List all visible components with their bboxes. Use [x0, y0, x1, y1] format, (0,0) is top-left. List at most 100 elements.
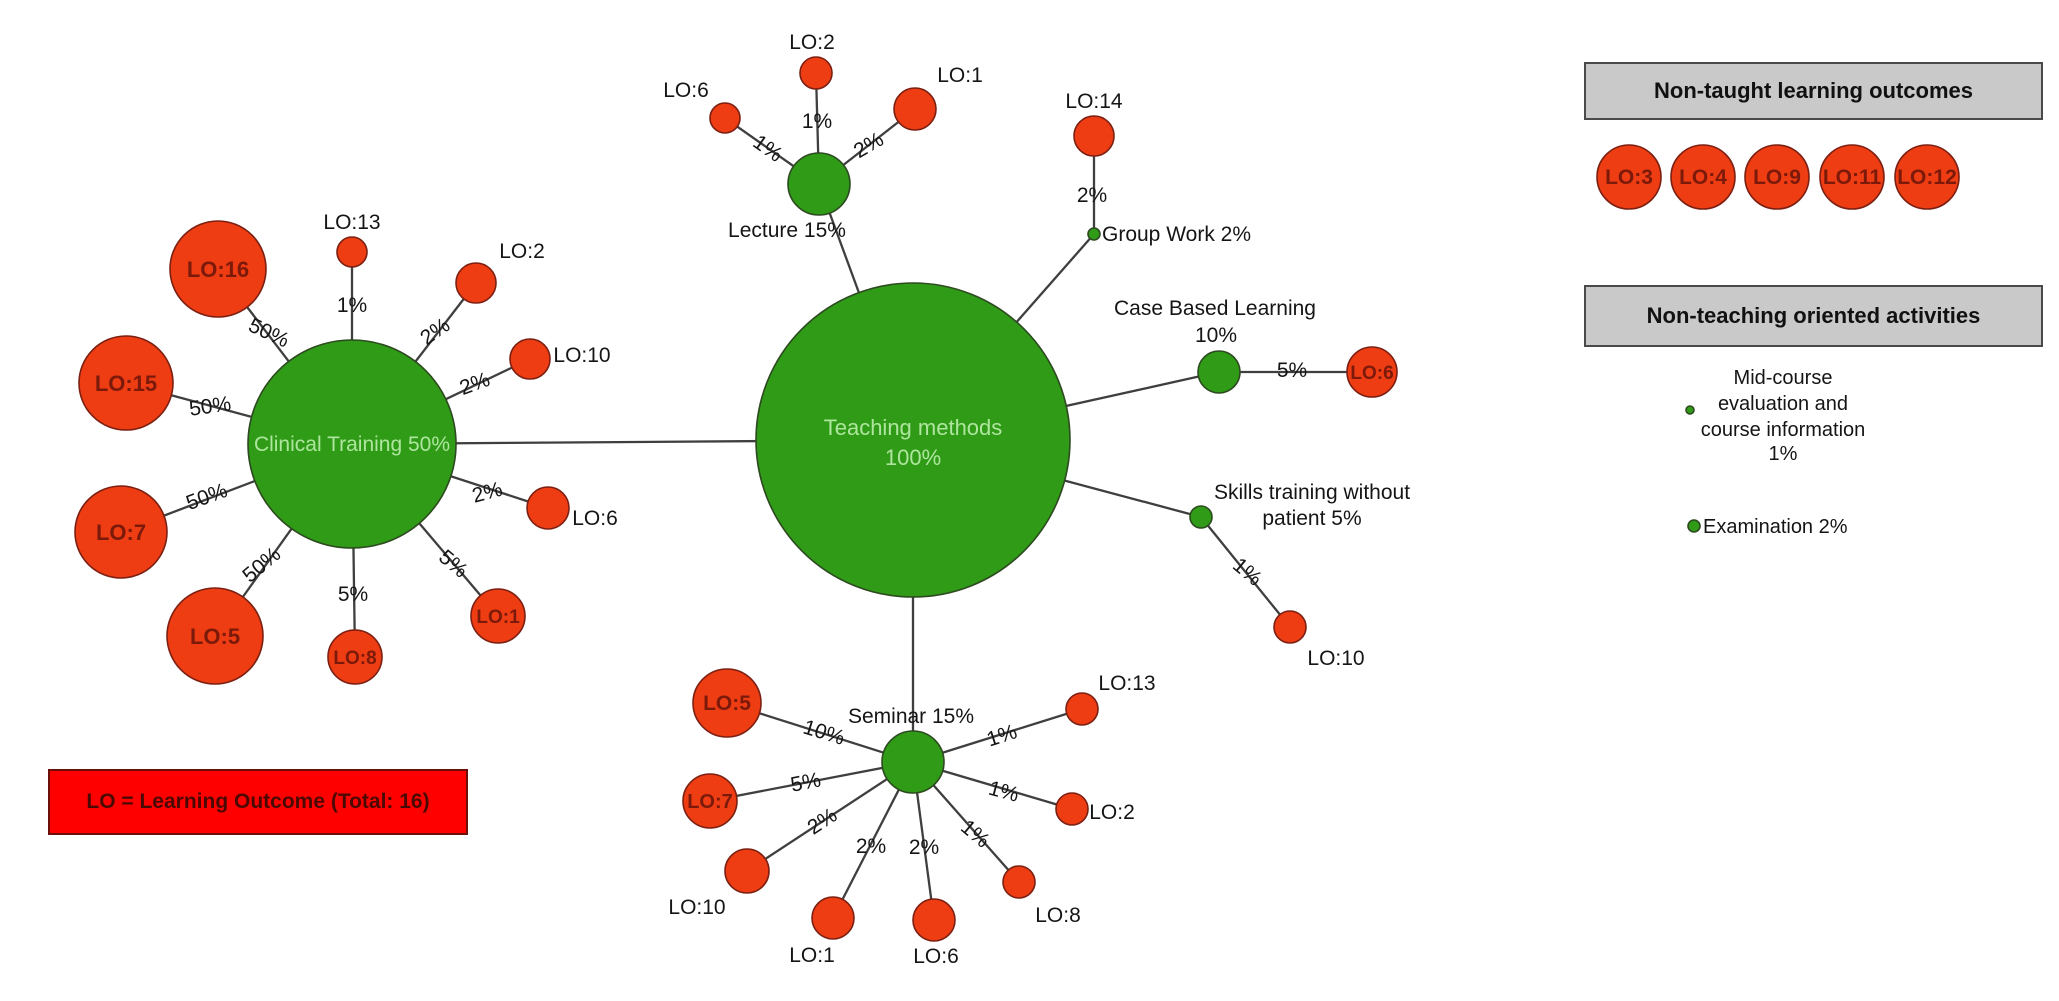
edge-clinical-cl-lo13-percent-label: 1% — [337, 294, 367, 317]
node-sem-lo5-circle — [692, 668, 762, 738]
node-sem-lo13-circle — [1065, 692, 1099, 726]
node-cl-lo6-label: LO:6 — [572, 507, 618, 530]
node-sem-lo5-label: LO:5 — [703, 692, 751, 715]
edge-seminar-sem-lo1-percent-label: 2% — [856, 835, 886, 858]
edge-clinical-cl-lo5-percent-label: 50% — [238, 543, 285, 588]
node-lec-lo1-circle — [893, 87, 937, 131]
edge-seminar-sem-lo5-percent-label: 10% — [800, 716, 847, 750]
edge-groupwork-gw-lo14-percent-label: 2% — [1077, 184, 1107, 207]
edge-seminar-sem-lo2-percent-label: 1% — [986, 777, 1021, 807]
node-seminar-circle — [881, 730, 945, 794]
node-midcourse-label-line1: Mid-course — [1734, 367, 1833, 389]
node-nt-lo3-label: LO:3 — [1605, 166, 1653, 189]
node-sem-lo8-label: LO:8 — [1035, 904, 1081, 927]
node-cl-lo7-label: LO:7 — [96, 520, 146, 545]
node-nt-lo4-label: LO:4 — [1679, 166, 1727, 189]
legend-text: LO = Learning Outcome (Total: 16) — [86, 790, 430, 813]
node-groupwork-label: Group Work 2% — [1102, 223, 1251, 246]
node-skills-circle — [1189, 505, 1213, 529]
node-cl-lo13-circle — [336, 236, 368, 268]
node-sem-lo8-circle — [1002, 865, 1036, 899]
edge-seminar-sem-lo10-percent-label: 2% — [803, 804, 841, 840]
node-sem-lo7-label: LO:7 — [687, 791, 733, 813]
node-groupwork-circle — [1087, 227, 1101, 241]
node-lecture-label: Lecture 15% — [728, 219, 846, 242]
node-cl-lo7-circle — [74, 485, 168, 579]
node-midcourse-label-line3: course information — [1701, 419, 1866, 441]
non-taught-header: Non-taught learning outcomes — [1584, 62, 2043, 120]
node-sem-lo6-label: LO:6 — [913, 945, 959, 968]
node-nt-lo11-circle — [1819, 144, 1885, 210]
node-lec-lo2-circle — [799, 56, 833, 90]
node-sem-lo1-circle — [811, 896, 855, 940]
node-cl-lo6-circle — [526, 486, 570, 530]
node-lec-lo6-circle — [709, 102, 741, 134]
node-lecture-circle — [787, 152, 851, 216]
node-cl-lo5-label: LO:5 — [190, 624, 240, 649]
node-nt-lo12-circle — [1894, 144, 1960, 210]
node-sem-lo2-circle — [1055, 792, 1089, 826]
node-casebased-label-line2: 10% — [1195, 324, 1237, 347]
edge-clinical-cl-lo10-percent-label: 2% — [457, 368, 493, 400]
edge-clinical-cl-lo16-percent-label: 50% — [245, 314, 293, 353]
edge-lecture-lec-lo1-percent-label: 2% — [850, 128, 888, 163]
node-skills-label-line1: Skills training without — [1214, 481, 1410, 504]
legend-box: LO = Learning Outcome (Total: 16) — [48, 769, 468, 835]
node-midcourse-label-line4: 1% — [1769, 443, 1798, 465]
node-cl-lo13-label: LO:13 — [323, 211, 380, 234]
non-taught-header-label: Non-taught learning outcomes — [1654, 78, 1973, 103]
node-clinical-label: Clinical Training 50% — [254, 433, 450, 456]
node-sem-lo6-circle — [912, 898, 956, 942]
node-sem-lo13-label: LO:13 — [1098, 672, 1155, 695]
node-nt-lo9-label: LO:9 — [1753, 166, 1801, 189]
node-midcourse-circle — [1685, 405, 1695, 415]
node-nt-lo3-circle — [1596, 144, 1662, 210]
node-sk-lo10-circle — [1273, 610, 1307, 644]
edge-clinical-cl-lo1-percent-label: 5% — [434, 545, 472, 582]
node-examination-label: Examination 2% — [1703, 516, 1848, 538]
node-cl-lo10-label: LO:10 — [553, 344, 610, 367]
node-sk-lo10-label: LO:10 — [1307, 647, 1364, 670]
node-cl-lo15-circle — [78, 335, 174, 431]
node-cl-lo16-label: LO:16 — [187, 257, 249, 282]
edge-clinical-cl-lo8-percent-label: 5% — [338, 583, 368, 606]
node-cl-lo2-label: LO:2 — [499, 240, 545, 263]
node-skills-label-line2: patient 5% — [1262, 507, 1361, 530]
node-sem-lo10-circle — [724, 848, 770, 894]
node-cl-lo8-circle — [327, 629, 383, 685]
node-cl-lo5-circle — [166, 587, 264, 685]
node-nt-lo9-circle — [1744, 144, 1810, 210]
edge-seminar-sem-lo7 — [709, 760, 914, 803]
node-cl-lo1-label: LO:1 — [476, 607, 520, 628]
edge-seminar-sem-lo7-percent-label: 5% — [789, 768, 823, 796]
edge-clinical-cl-lo6-percent-label: 2% — [470, 478, 505, 508]
node-cl-lo1-circle — [470, 588, 526, 644]
node-gw-lo14-label: LO:14 — [1065, 90, 1123, 113]
edge-lecture-lec-lo6-percent-label: 1% — [749, 131, 787, 167]
node-nt-lo4-circle — [1670, 144, 1736, 210]
edge-lecture-lec-lo2-percent-label: 1% — [802, 110, 832, 133]
node-cl-lo15-label: LO:15 — [95, 371, 157, 396]
edge-seminar-sem-lo13-percent-label: 1% — [984, 720, 1020, 751]
node-sem-lo1-label: LO:1 — [789, 944, 835, 967]
non-teaching-header: Non-teaching oriented activities — [1584, 285, 2043, 347]
node-lec-lo6-label: LO:6 — [663, 79, 709, 102]
node-nt-lo11-label: LO:11 — [1823, 166, 1882, 189]
node-sem-lo7-circle — [682, 773, 738, 829]
edge-clinical-cl-lo7-percent-label: 50% — [183, 479, 230, 515]
edge-clinical-cl-lo15-percent-label: 50% — [188, 392, 233, 421]
non-teaching-header-label: Non-teaching oriented activities — [1646, 303, 1981, 328]
node-cl-lo10-circle — [509, 338, 551, 380]
node-casebased-circle — [1197, 350, 1241, 394]
node-cl-lo8-label: LO:8 — [333, 648, 376, 669]
node-teaching-label-line1: Teaching methods — [824, 415, 1003, 440]
node-midcourse-label-line2: evaluation and — [1718, 393, 1848, 415]
node-clinical-circle — [247, 339, 457, 549]
node-gw-lo14-circle — [1073, 115, 1115, 157]
node-nt-lo12-label: LO:12 — [1897, 166, 1957, 189]
node-lec-lo2-label: LO:2 — [789, 31, 835, 54]
node-teaching-label-line2: 100% — [885, 445, 941, 470]
node-cb-lo6-label: LO:6 — [1350, 363, 1393, 384]
